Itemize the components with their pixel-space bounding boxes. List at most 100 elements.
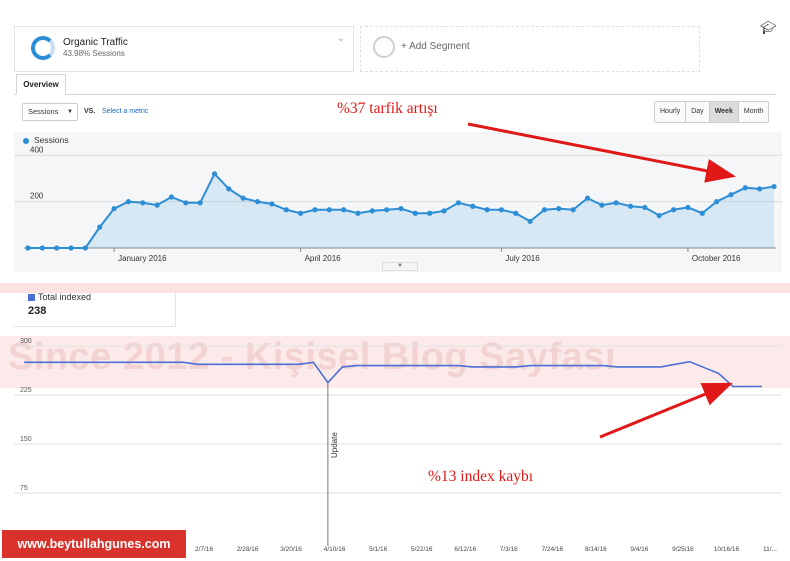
total-indexed-panel (14, 285, 176, 327)
index-loss-note: %13 index kaybı (428, 468, 534, 485)
sessions-point (384, 207, 390, 213)
index-x-tick-label: 9/4/16 (630, 546, 648, 553)
index-x-tick-label: 4/10/16 (324, 546, 346, 553)
index-y-tick-label: 300 (20, 338, 32, 345)
chevron-down-icon[interactable]: ⌄ (336, 33, 345, 44)
watermark-text: Since 2012 - Kişisel Blog Sayfası (8, 336, 616, 378)
sessions-point (455, 200, 461, 206)
sessions-point (642, 204, 648, 211)
sessions-point (584, 195, 591, 201)
add-segment-button[interactable]: + Add Segment (360, 26, 700, 72)
sessions-point (656, 212, 662, 219)
sessions-point (470, 203, 476, 209)
segment-subtitle: 43.98% Sessions (63, 49, 125, 58)
sessions-point (297, 210, 304, 216)
sessions-point (728, 192, 734, 198)
sessions-legend-dot (23, 138, 29, 144)
sessions-x-tick-label: July 2016 (505, 254, 540, 263)
index-x-tick-label: 9/25/16 (672, 546, 694, 553)
segment-organic-traffic[interactable]: Organic Traffic 43.98% Sessions ⌄ (14, 26, 354, 72)
sessions-point (97, 224, 103, 230)
index-x-tick-label: 5/22/16 (411, 546, 433, 553)
sessions-chart: 200 400 January 2016 April 2016 July 2016 Oct… (14, 132, 782, 272)
sessions-point (269, 201, 275, 207)
chart-collapse-button[interactable]: ▼ (382, 262, 418, 271)
sessions-point (154, 202, 160, 208)
sessions-point (211, 171, 218, 177)
index-x-tick-label: 2/7/16 (195, 546, 213, 553)
select-metric-link[interactable]: Select a metric (102, 108, 149, 115)
sessions-point (441, 208, 447, 214)
sessions-point (183, 200, 189, 206)
sessions-point (111, 205, 117, 212)
time-granularity-group: Hourly Day Week Month (654, 101, 770, 123)
index-x-tick-label: 7/24/16 (541, 546, 563, 553)
sessions-x-tick-label: April 2016 (305, 254, 342, 263)
sessions-point (427, 210, 433, 216)
sessions-point (685, 204, 691, 211)
sessions-legend: Sessions (34, 135, 69, 145)
add-segment-label: + Add Segment (401, 41, 470, 52)
sessions-point (54, 245, 60, 251)
sessions-point (613, 200, 619, 206)
sessions-point (412, 210, 418, 216)
sessions-point (527, 218, 533, 224)
sessions-point (599, 202, 605, 208)
sessions-point (742, 185, 748, 191)
sessions-point (627, 203, 634, 209)
index-x-tick-label: 6/12/16 (454, 546, 476, 553)
tab-divider (14, 94, 776, 95)
sessions-point (484, 207, 490, 213)
sessions-point (398, 205, 404, 212)
index-x-tick-label: 5/1/16 (369, 546, 387, 553)
index-x-tick-label: 10/16/16 (714, 546, 740, 553)
sessions-point (312, 207, 318, 213)
watermark-band-top (0, 283, 790, 293)
sessions-point (125, 199, 132, 205)
week-button[interactable]: Week (709, 102, 739, 122)
month-button[interactable]: Month (738, 102, 769, 122)
tab-overview[interactable]: Overview (16, 74, 66, 95)
sessions-point (82, 245, 88, 251)
total-indexed-value: 238 (28, 305, 47, 317)
sessions-point (771, 183, 777, 190)
site-badge[interactable]: www.beytullahgunes.com (2, 530, 186, 558)
index-chart: 75 150 225 300 Update 2/7/16 2/28/16 3/20/16 4/1… (14, 338, 782, 553)
vs-label: VS. (84, 108, 96, 115)
index-line (24, 360, 762, 388)
sessions-point (513, 210, 519, 216)
update-marker-label: Update (330, 432, 339, 458)
metric-select[interactable]: Sessions ▼ (22, 103, 78, 121)
sessions-y-tick-label: 400 (30, 145, 44, 154)
sessions-point (254, 199, 261, 205)
sessions-x-tick-label: January 2016 (118, 254, 167, 263)
index-x-tick-label: 3/20/16 (280, 546, 302, 553)
day-button[interactable]: Day (686, 102, 710, 122)
index-x-tick-label: 7/3/16 (500, 546, 518, 553)
sessions-x-tick-label: October 2016 (692, 254, 741, 263)
hourly-button[interactable]: Hourly (655, 102, 687, 122)
sessions-point (226, 186, 232, 192)
index-y-tick-label: 225 (20, 387, 32, 394)
sessions-point (283, 207, 289, 213)
sessions-point (326, 207, 332, 213)
sessions-point (670, 207, 677, 213)
sessions-point (757, 186, 763, 192)
sessions-y-tick-label: 200 (30, 192, 44, 201)
index-y-tick-label: 150 (20, 436, 32, 443)
index-x-tick-label: 11/... (763, 546, 777, 553)
caret-down-icon: ▼ (67, 109, 73, 115)
sessions-point (541, 207, 548, 213)
segment-ring-icon (31, 36, 55, 60)
total-indexed-swatch (28, 294, 35, 301)
index-x-tick-label: 8/14/16 (585, 546, 607, 553)
total-indexed-label: Total indexed (38, 292, 92, 302)
sessions-point (168, 194, 175, 200)
sessions-point (369, 208, 375, 214)
graduation-cap-icon[interactable]: 🎓︎ (760, 20, 777, 35)
sessions-point (240, 195, 246, 201)
sessions-point (25, 245, 31, 251)
index-x-tick-label: 2/28/16 (237, 546, 259, 553)
sessions-point (355, 210, 361, 216)
sessions-point (714, 199, 720, 205)
